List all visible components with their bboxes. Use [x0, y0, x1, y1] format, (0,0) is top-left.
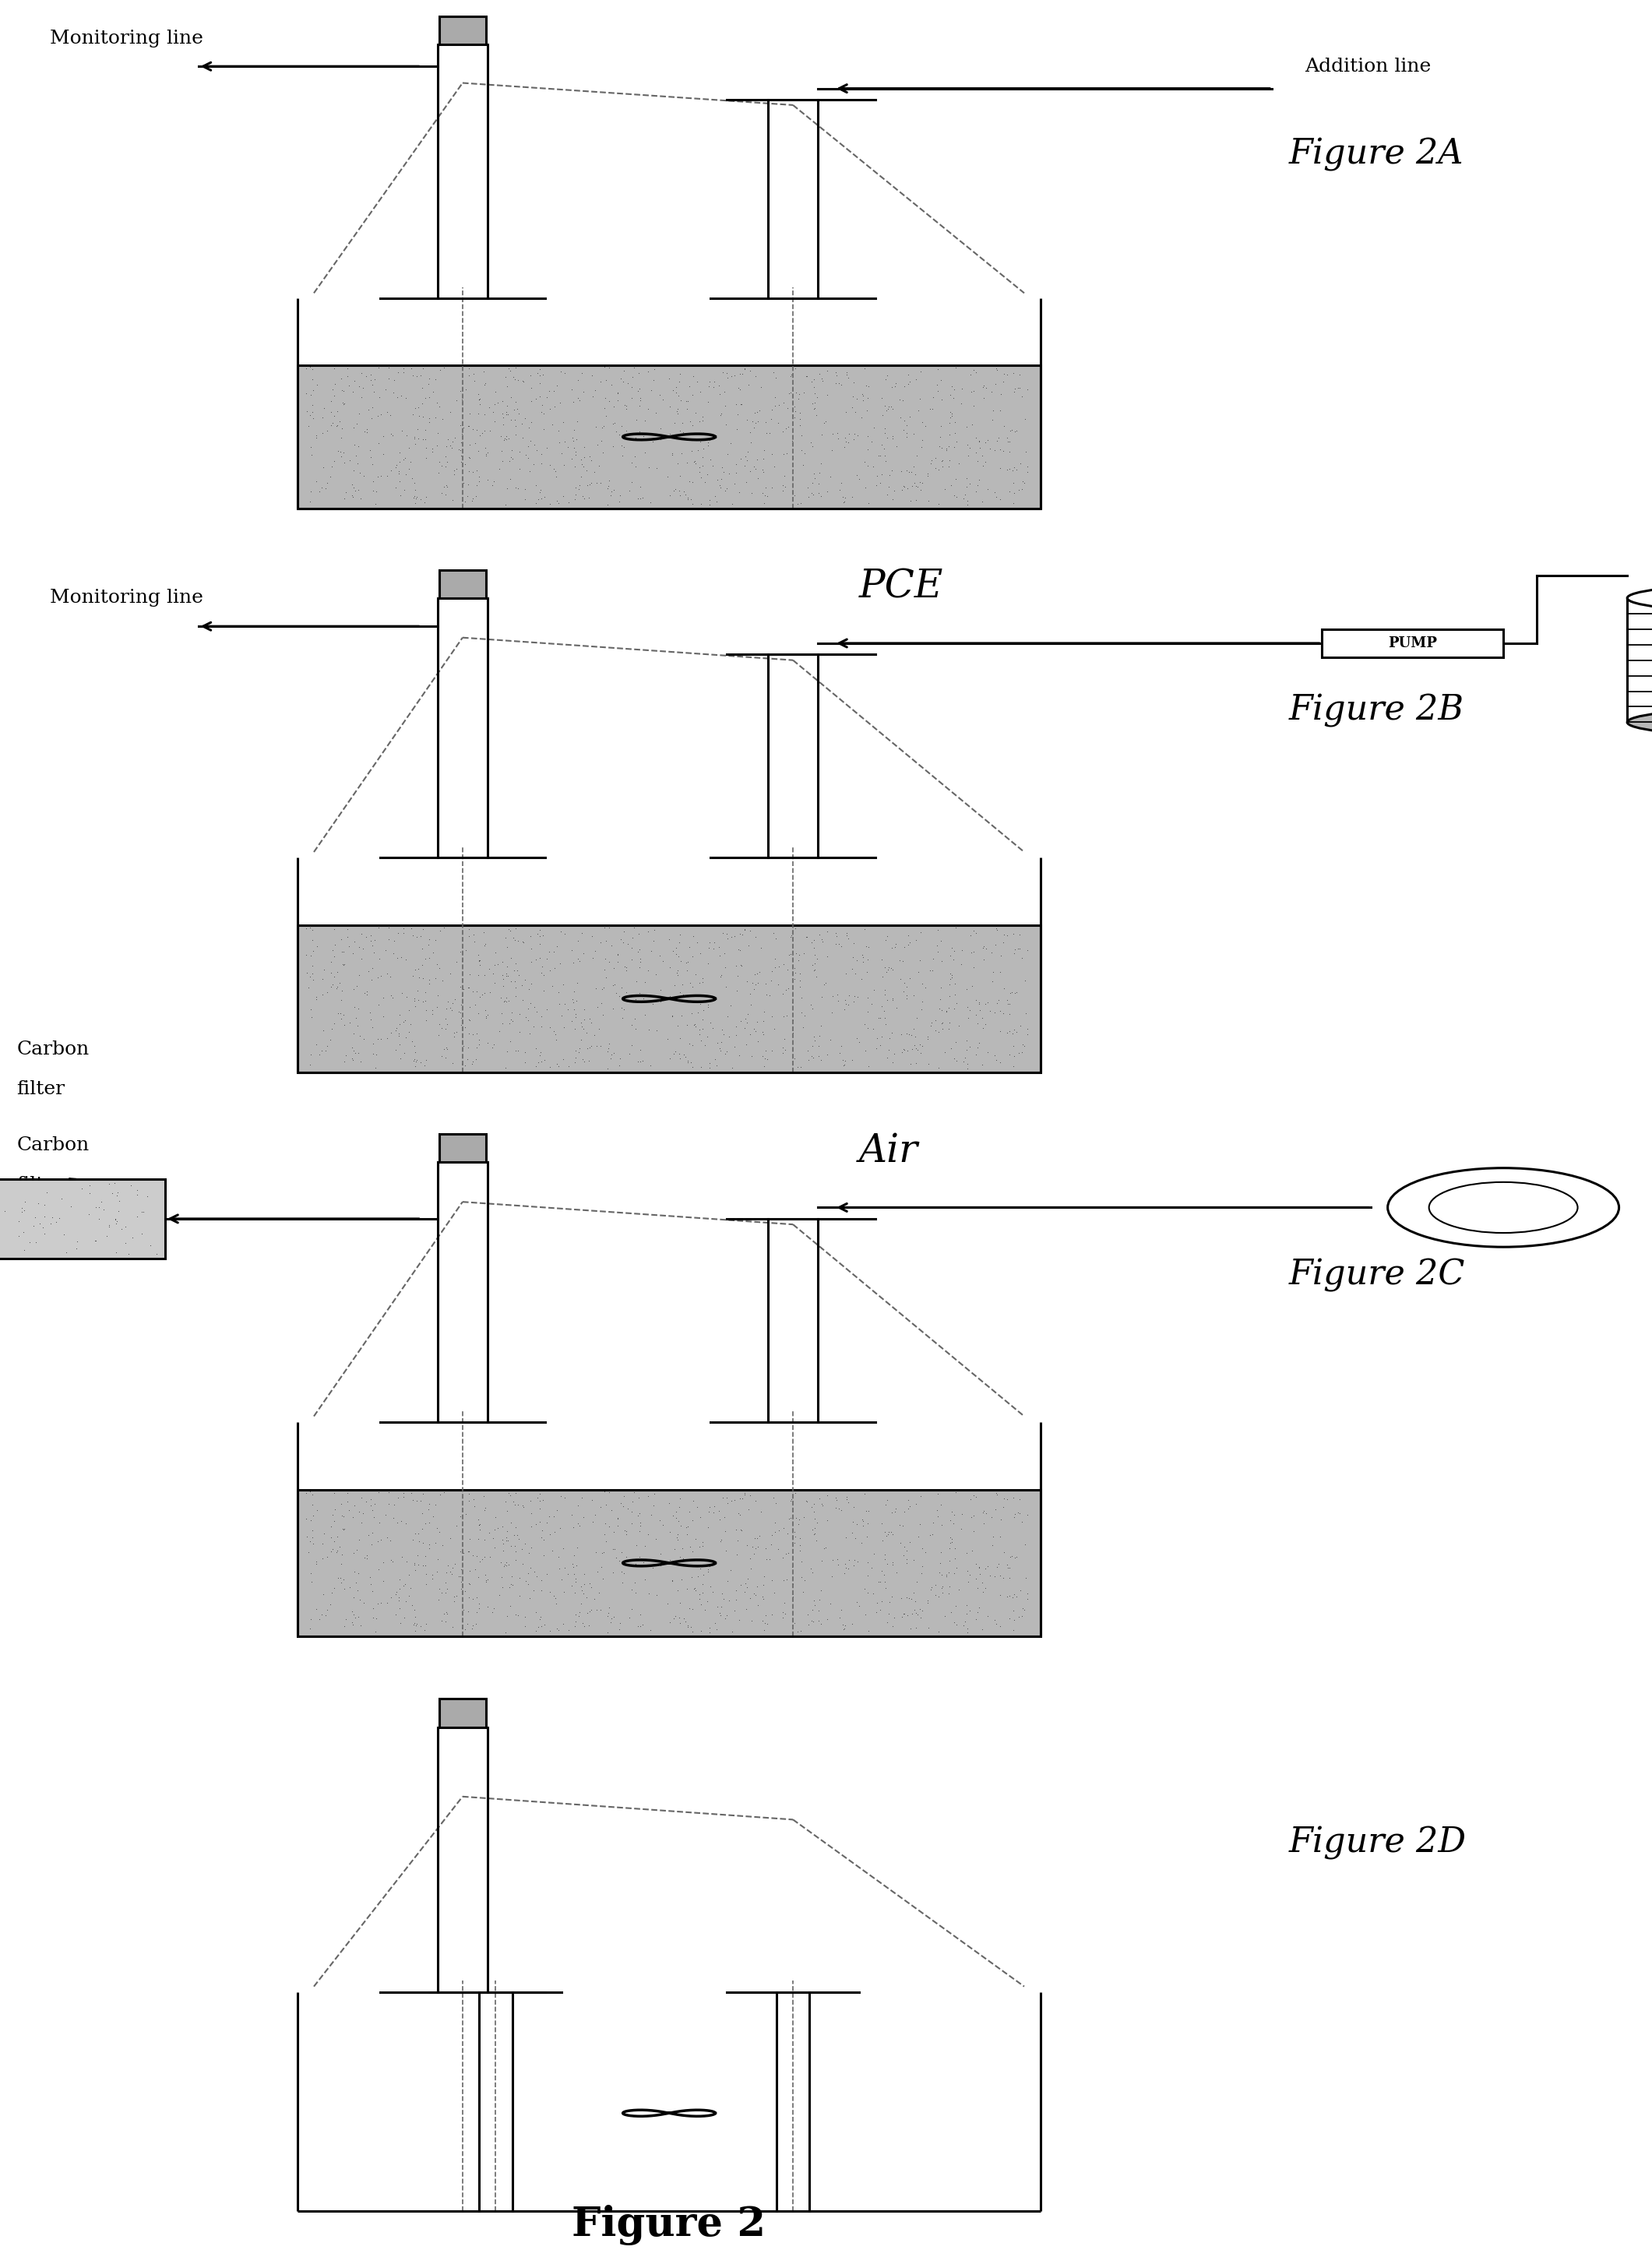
Ellipse shape: [1627, 709, 1652, 736]
Text: PCE: PCE: [859, 567, 943, 607]
Text: Addition line: Addition line: [1305, 56, 1431, 74]
Text: Figure 2B: Figure 2B: [1289, 695, 1464, 727]
Bar: [439, 569, 486, 598]
Text: Monitoring line: Monitoring line: [50, 29, 203, 47]
Text: Figure 2A: Figure 2A: [1289, 138, 1464, 172]
Text: Figure 2: Figure 2: [572, 2205, 767, 2246]
Text: Figure 2D: Figure 2D: [1289, 1826, 1465, 1860]
Text: filter: filter: [17, 1081, 64, 1097]
Text: Carbon: Carbon: [17, 1138, 89, 1153]
Text: Figure 2C: Figure 2C: [1289, 1259, 1465, 1291]
Text: Carbon: Carbon: [17, 1040, 89, 1059]
Ellipse shape: [1627, 585, 1652, 612]
Bar: [1322, 630, 1503, 657]
Bar: [0, 1178, 165, 1259]
Bar: [297, 1490, 1041, 1636]
Bar: [439, 1700, 486, 1727]
Text: filter: filter: [17, 1176, 64, 1194]
Bar: [439, 16, 486, 45]
Bar: [439, 1135, 486, 1162]
Text: Air: Air: [859, 1131, 919, 1171]
Text: Monitoring line: Monitoring line: [50, 589, 203, 607]
Bar: [297, 366, 1041, 508]
Text: PUMP: PUMP: [1388, 636, 1437, 650]
Bar: [297, 925, 1041, 1072]
